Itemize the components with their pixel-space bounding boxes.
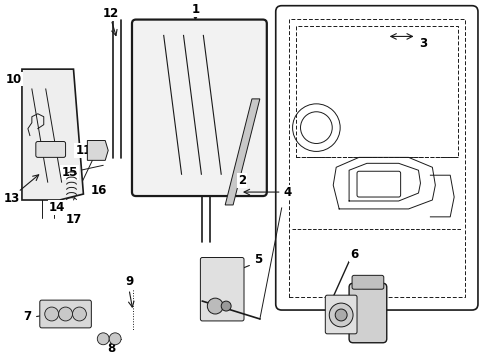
Text: 9: 9 [125, 275, 133, 288]
Circle shape [329, 303, 353, 327]
Text: 7: 7 [23, 310, 31, 324]
Circle shape [335, 309, 347, 321]
Text: 17: 17 [65, 213, 82, 226]
FancyBboxPatch shape [36, 141, 66, 157]
Text: 15: 15 [61, 166, 78, 179]
Polygon shape [87, 140, 108, 160]
Text: 13: 13 [4, 192, 20, 204]
Text: 3: 3 [419, 37, 427, 50]
Polygon shape [225, 99, 260, 205]
Text: 16: 16 [91, 184, 107, 197]
Text: 2: 2 [238, 174, 246, 187]
FancyBboxPatch shape [352, 275, 384, 289]
Circle shape [59, 307, 73, 321]
Circle shape [207, 298, 223, 314]
FancyBboxPatch shape [132, 19, 267, 196]
Text: 8: 8 [107, 342, 115, 355]
Text: 5: 5 [254, 253, 262, 266]
Circle shape [45, 307, 59, 321]
Text: 6: 6 [350, 248, 358, 261]
Circle shape [73, 307, 86, 321]
Text: 12: 12 [103, 7, 119, 20]
Polygon shape [22, 69, 83, 200]
Text: 4: 4 [284, 185, 292, 199]
FancyBboxPatch shape [40, 300, 91, 328]
Circle shape [98, 333, 109, 345]
FancyBboxPatch shape [200, 257, 244, 321]
FancyBboxPatch shape [325, 295, 357, 334]
Text: 14: 14 [49, 202, 65, 215]
Circle shape [221, 301, 231, 311]
Text: 11: 11 [75, 144, 92, 157]
Text: 10: 10 [6, 73, 22, 86]
Text: 1: 1 [192, 3, 199, 16]
FancyBboxPatch shape [349, 283, 387, 343]
Circle shape [109, 333, 121, 345]
